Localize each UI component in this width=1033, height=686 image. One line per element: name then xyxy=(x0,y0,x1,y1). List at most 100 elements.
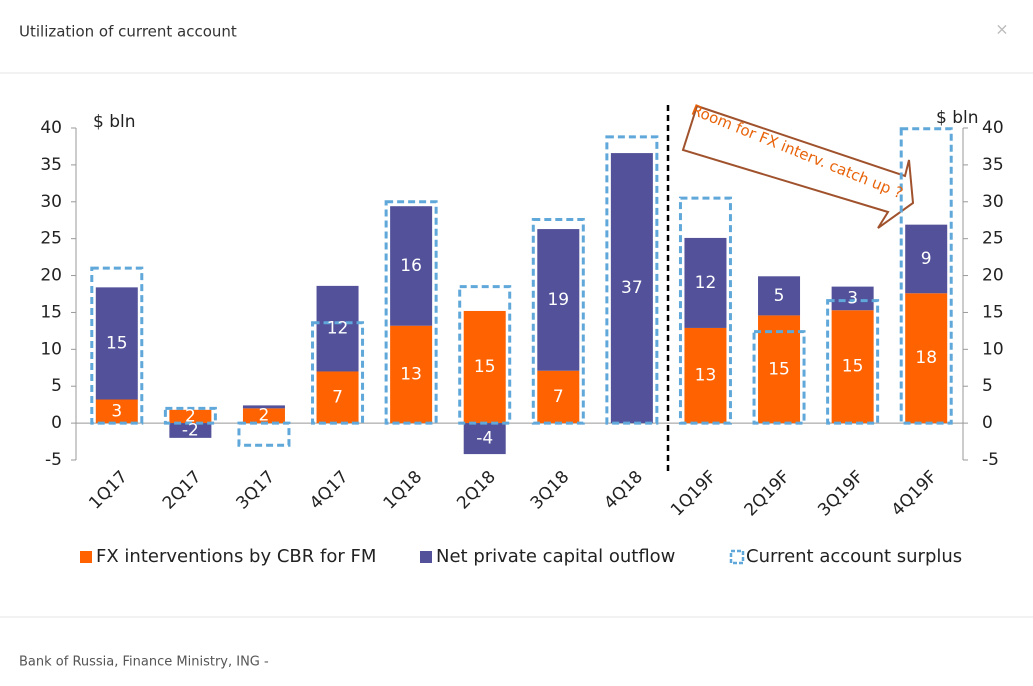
data-label: 15 xyxy=(474,357,496,377)
y2-tick-label: 30 xyxy=(982,192,1004,212)
bar-segment xyxy=(684,327,727,424)
bar-segment xyxy=(463,423,506,455)
data-label: 15 xyxy=(768,359,790,379)
bar-segment xyxy=(758,315,801,424)
data-label: 3 xyxy=(111,401,122,421)
x-tick-label: 1Q17 xyxy=(85,467,132,514)
y-tick-label: 40 xyxy=(40,118,62,138)
y-tick-label: 0 xyxy=(51,413,62,433)
y2-tick-label: 35 xyxy=(982,155,1004,175)
bar-segment xyxy=(610,153,653,424)
x-tick-label: 3Q19F xyxy=(814,467,867,520)
current-account-box xyxy=(163,406,217,425)
y-tick-label: 30 xyxy=(40,192,62,212)
x-tick-label: 4Q19F xyxy=(888,467,941,520)
y2-tick-label: 20 xyxy=(982,266,1004,286)
data-label: 2 xyxy=(259,406,270,426)
current-account-box xyxy=(458,285,512,425)
bar-segment xyxy=(831,286,874,311)
y-tick-label: -5 xyxy=(45,450,62,470)
data-label: 7 xyxy=(332,387,343,407)
x-tick-label: 2Q19F xyxy=(741,467,794,520)
y2-tick-label: 0 xyxy=(982,413,993,433)
data-label: 3 xyxy=(847,288,858,308)
y-tick-label: 35 xyxy=(40,155,62,175)
modal-title: Utilization of current account xyxy=(19,23,237,41)
data-label: 9 xyxy=(921,249,932,269)
y-tick-label: 5 xyxy=(51,376,62,396)
bar-segment xyxy=(537,229,580,371)
y2-tick-label: 15 xyxy=(982,302,1004,322)
data-label: 5 xyxy=(774,286,785,306)
bar-segment xyxy=(169,423,212,438)
current-account-box xyxy=(384,200,438,425)
current-account-box xyxy=(90,266,144,425)
current-account-box xyxy=(678,196,732,425)
current-account-box xyxy=(311,321,365,425)
y2-tick-label: 5 xyxy=(982,376,993,396)
data-label: 13 xyxy=(695,366,717,386)
bar-segment xyxy=(316,285,359,372)
data-label: 15 xyxy=(842,357,864,377)
x-tick-label: 3Q17 xyxy=(232,467,279,514)
legend-label: Current account surplus xyxy=(746,546,962,567)
current-account-box xyxy=(752,330,806,425)
current-account-box xyxy=(237,421,291,447)
close-button[interactable]: × xyxy=(995,20,1008,39)
current-account-box xyxy=(531,217,585,425)
data-label: 7 xyxy=(553,387,564,407)
x-tick-label: 3Q18 xyxy=(527,467,574,514)
bar-segment xyxy=(390,206,433,326)
y2-tick-label: 10 xyxy=(982,339,1004,359)
y-axis-label: $ bln xyxy=(93,112,136,132)
y-tick-label: 15 xyxy=(40,302,62,322)
bar-segment xyxy=(242,405,285,409)
current-account-box xyxy=(605,135,659,425)
source: Bank of Russia, Finance Ministry, ING - xyxy=(19,655,269,670)
x-tick-label: 4Q18 xyxy=(600,467,647,514)
x-tick-label: 2Q17 xyxy=(159,467,206,514)
bar-segment xyxy=(684,237,727,328)
y2-axis-label: $ bln xyxy=(936,108,979,128)
y-tick-label: 20 xyxy=(40,266,62,286)
data-label: 12 xyxy=(327,319,349,339)
current-account-box xyxy=(899,127,953,425)
data-label: 37 xyxy=(621,278,643,298)
annotation-arrow xyxy=(681,104,915,229)
y2-tick-label: 40 xyxy=(982,118,1004,138)
data-label: 12 xyxy=(695,273,717,293)
x-tick-label: 1Q18 xyxy=(380,467,427,514)
y2-tick-label: -5 xyxy=(982,450,999,470)
x-tick-label: 1Q19F xyxy=(667,467,720,520)
y-tick-label: 25 xyxy=(40,229,62,249)
bar-segment xyxy=(463,310,506,424)
legend-label: Net private capital outflow xyxy=(436,546,675,567)
legend-swatch xyxy=(80,551,92,563)
bar-segment xyxy=(242,408,285,424)
data-label: -4 xyxy=(476,429,493,449)
bar-segment xyxy=(905,293,948,424)
bar-segment xyxy=(95,399,138,424)
bar-segment xyxy=(95,287,138,400)
bar-segment xyxy=(390,325,433,424)
current-account-box xyxy=(826,299,880,425)
data-label: 18 xyxy=(915,348,937,368)
legend-swatch xyxy=(420,551,432,563)
bar-segment xyxy=(316,371,359,424)
y2-tick-label: 25 xyxy=(982,229,1004,249)
data-label: 19 xyxy=(547,290,569,310)
data-label: 15 xyxy=(106,333,128,353)
data-label: 16 xyxy=(400,256,422,276)
data-label: 13 xyxy=(400,364,422,384)
bar-segment xyxy=(831,310,874,424)
data-label: 2 xyxy=(185,406,196,426)
x-tick-label: 4Q17 xyxy=(306,467,353,514)
data-label: -2 xyxy=(182,420,199,440)
bar-segment xyxy=(537,370,580,424)
x-tick-label: 2Q18 xyxy=(453,467,500,514)
bar-segment xyxy=(169,409,212,424)
legend-swatch xyxy=(729,549,745,565)
y-tick-label: 10 xyxy=(40,339,62,359)
bar-segment xyxy=(758,276,801,316)
